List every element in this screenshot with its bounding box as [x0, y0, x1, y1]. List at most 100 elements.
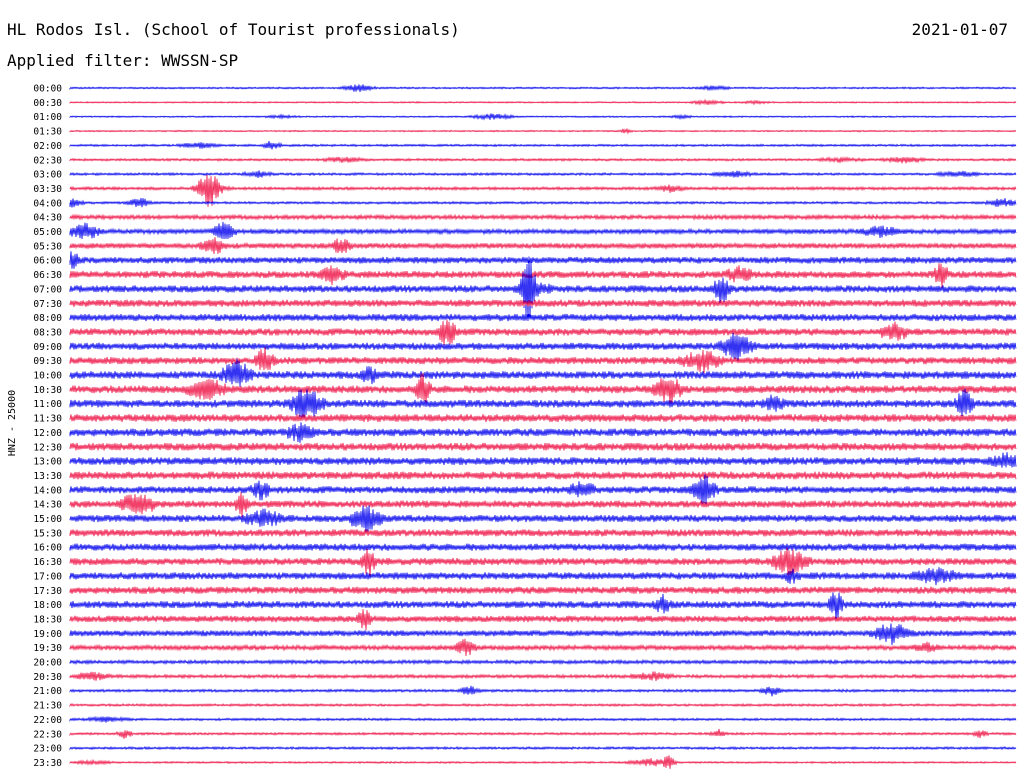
seismic-trace	[69, 609, 1017, 631]
seismic-trace	[69, 745, 1017, 751]
time-tick-label: 17:00	[33, 571, 62, 582]
seismic-trace	[69, 388, 1017, 419]
seismic-trace	[69, 263, 1017, 288]
time-tick-label: 22:30	[33, 729, 62, 740]
seismic-trace	[69, 529, 1017, 537]
time-tick-label: 19:30	[33, 643, 62, 654]
seismic-trace	[69, 422, 1017, 443]
time-tick-label: 12:00	[33, 428, 62, 439]
time-tick-label: 10:30	[33, 385, 62, 396]
time-tick-label: 09:30	[33, 356, 62, 367]
time-tick-label: 20:30	[33, 672, 62, 683]
seismic-trace	[69, 113, 1017, 121]
seismic-trace	[69, 332, 1017, 362]
time-tick-label: 22:00	[33, 715, 62, 726]
seismic-trace	[69, 221, 1017, 240]
seismic-trace	[69, 414, 1017, 422]
time-tick-label: 03:30	[33, 184, 62, 195]
seismic-trace	[69, 197, 1017, 208]
time-tick-label: 01:30	[33, 127, 62, 138]
seismic-trace	[69, 299, 1017, 308]
seismic-trace	[69, 174, 1017, 207]
seismic-trace	[69, 685, 1017, 697]
seismic-trace	[69, 638, 1017, 657]
seismic-trace	[69, 319, 1017, 345]
time-tick-label: 04:30	[33, 213, 62, 224]
time-tick-label: 14:00	[33, 485, 62, 496]
seismic-trace	[69, 347, 1017, 374]
station-title: HL Rodos Isl. (School of Tourist profess…	[7, 20, 460, 39]
time-tick-label: 07:30	[33, 299, 62, 310]
time-tick-label: 12:30	[33, 442, 62, 453]
time-tick-label: 07:00	[33, 284, 62, 295]
time-tick-label: 05:30	[33, 241, 62, 252]
seismic-trace	[69, 372, 1017, 404]
seismic-trace	[69, 141, 1017, 150]
time-tick-label: 14:30	[33, 500, 62, 511]
time-tick-label: 17:30	[33, 586, 62, 597]
time-tick-label: 09:00	[33, 342, 62, 353]
seismic-trace	[69, 127, 1017, 135]
time-tick-label: 10:00	[33, 371, 62, 382]
seismic-trace	[69, 492, 1017, 518]
seismic-trace	[69, 84, 1017, 93]
seismic-trace	[69, 543, 1017, 551]
seismic-trace	[69, 156, 1017, 164]
time-tick-label: 04:00	[33, 198, 62, 209]
seismic-trace	[69, 471, 1017, 480]
seismic-trace	[69, 505, 1017, 534]
seismic-trace	[69, 728, 1017, 739]
y-axis-label: HNZ - 25000	[7, 390, 18, 456]
time-tick-label: 00:00	[33, 84, 62, 95]
time-tick-label: 21:00	[33, 686, 62, 697]
seismic-trace	[69, 586, 1017, 595]
time-tick-label: 15:30	[33, 528, 62, 539]
seismic-trace	[69, 474, 1017, 505]
time-tick-label: 11:30	[33, 414, 62, 425]
time-tick-label: 01:00	[33, 112, 62, 123]
time-tick-label: 13:30	[33, 471, 62, 482]
seismic-trace	[69, 702, 1017, 708]
time-tick-label: 06:30	[33, 270, 62, 281]
time-tick-label: 16:00	[33, 543, 62, 554]
time-tick-label: 13:00	[33, 457, 62, 468]
seismic-trace	[69, 671, 1017, 682]
seismic-trace	[69, 658, 1017, 666]
time-tick-label: 11:00	[33, 399, 62, 410]
seismic-trace	[69, 98, 1017, 106]
plot-date: 2021-01-07	[911, 20, 1008, 39]
seismic-trace	[69, 755, 1017, 769]
time-tick-label: 21:30	[33, 701, 62, 712]
time-tick-label: 23:30	[33, 758, 62, 769]
time-tick-label: 03:00	[33, 170, 62, 181]
seismic-trace	[69, 358, 1017, 387]
time-tick-label: 19:00	[33, 629, 62, 640]
time-tick-label: 00:30	[33, 98, 62, 109]
time-tick-label: 06:00	[33, 256, 62, 267]
seismic-trace	[69, 313, 1017, 322]
seismic-trace	[69, 170, 1017, 179]
time-tick-label: 02:00	[33, 141, 62, 152]
time-tick-label: 08:00	[33, 313, 62, 324]
seismic-trace	[69, 213, 1017, 221]
time-tick-label: 18:00	[33, 600, 62, 611]
seismic-trace	[69, 237, 1017, 255]
time-tick-label: 15:00	[33, 514, 62, 525]
seismic-trace	[69, 442, 1017, 451]
seismic-trace	[69, 567, 1017, 586]
seismic-trace	[69, 256, 1017, 322]
seismic-trace	[69, 452, 1017, 468]
seismic-trace	[69, 251, 1017, 269]
filter-label: Applied filter: WWSSN-SP	[7, 51, 239, 70]
seismic-trace	[69, 547, 1017, 577]
seismic-trace	[69, 715, 1017, 723]
time-tick-label: 20:00	[33, 658, 62, 669]
seismic-trace	[69, 592, 1017, 621]
time-tick-label: 23:00	[33, 744, 62, 755]
seismic-trace	[69, 623, 1017, 646]
time-tick-label: 05:00	[33, 227, 62, 238]
time-tick-label: 02:30	[33, 155, 62, 166]
time-tick-label: 16:30	[33, 557, 62, 568]
traces-group: 00:00 00:30 01:00 01:30 02:00 02:30 03:00 03:30…	[33, 84, 1017, 769]
